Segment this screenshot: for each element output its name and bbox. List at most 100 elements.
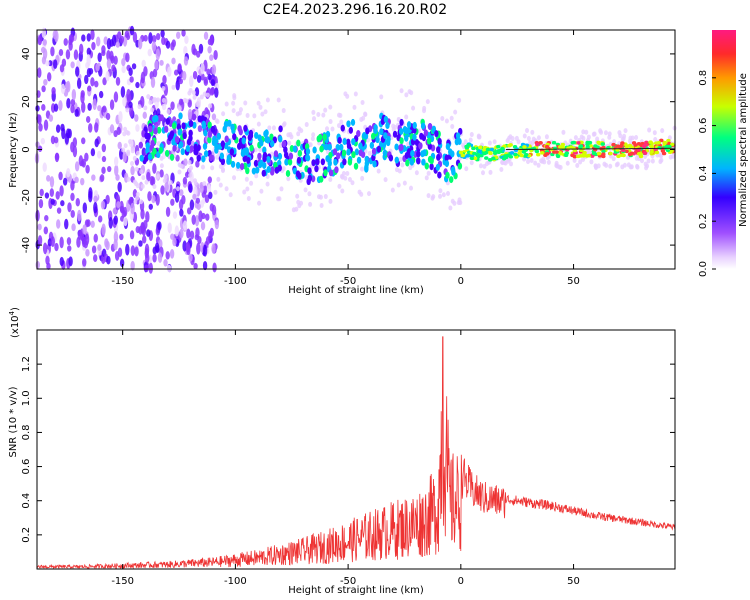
spectrogram-cell <box>171 57 176 65</box>
spectrogram-cell <box>173 69 179 76</box>
spectrogram-cell <box>402 180 407 186</box>
spectrogram-cell <box>601 149 606 154</box>
spectrogram-cell <box>123 216 128 227</box>
spectrogram-cell <box>47 72 52 82</box>
spectrogram-cell <box>294 206 299 212</box>
spectrogram-cell <box>182 220 188 231</box>
spectrogram-cell <box>65 128 71 139</box>
spectrogram-cell <box>560 145 565 150</box>
spectrogram-cell <box>188 183 193 193</box>
spectrogram-cell <box>150 76 156 89</box>
spectrogram-cell <box>191 214 196 225</box>
spectrogram-cell <box>257 134 262 142</box>
spectrogram-cell <box>113 156 119 167</box>
spectrogram-cell <box>361 115 366 121</box>
spectrogram-cell <box>516 139 521 145</box>
spectrogram-cell <box>587 153 592 158</box>
spectrogram-cell <box>103 36 108 45</box>
spectrogram-cell <box>420 122 426 130</box>
spectrogram-cell <box>243 124 248 132</box>
spectrogram-cell <box>244 148 249 156</box>
spectrogram-cell <box>585 140 590 145</box>
spectrogram-cell <box>472 156 478 161</box>
spectrogram-cell <box>73 49 79 61</box>
spectrogram-cell <box>50 198 55 205</box>
snr-plot-area <box>37 330 675 569</box>
x-tick-label: -150 <box>111 276 134 287</box>
x-tick-label: -50 <box>340 276 356 287</box>
spectrogram-cell <box>219 152 225 160</box>
spectrogram-cell <box>198 43 204 54</box>
spectrogram-cell <box>636 141 642 146</box>
spectrogram-cell <box>416 157 421 165</box>
spectrogram-cell <box>41 104 46 111</box>
spectrogram-cell <box>134 114 139 122</box>
spectrogram-cell <box>595 145 600 150</box>
spectrogram-cell <box>41 56 47 65</box>
spectrogram-cell <box>464 144 469 149</box>
spectrogram-cell <box>38 198 44 209</box>
spectrogram-cell <box>208 191 213 200</box>
spectrogram-cell <box>621 153 626 158</box>
spectrogram-cell <box>196 74 202 83</box>
spectrogram-cell <box>535 142 540 147</box>
spectrogram-cell <box>254 131 259 139</box>
spectrogram-cell <box>132 155 137 161</box>
spectrogram-cell <box>448 148 453 156</box>
spectrogram-cell <box>96 150 102 159</box>
spectrogram-cell <box>60 200 65 207</box>
spectrogram-cell <box>59 185 64 197</box>
spectrogram-cell <box>88 187 93 199</box>
spectrogram-cell <box>288 132 293 138</box>
y-tick-label: 0 <box>21 146 32 152</box>
spectrogram-cell <box>95 36 101 47</box>
spectrogram-cell <box>191 113 197 121</box>
spectrogram-cell <box>340 124 345 132</box>
spectrogram-cell <box>181 29 186 37</box>
spectrogram-cell <box>135 124 140 132</box>
spectrogram-cell <box>351 138 356 146</box>
spectrogram-cell <box>93 254 98 263</box>
spectrogram-cell <box>256 121 261 127</box>
spectrogram-cell <box>206 184 212 194</box>
spectrogram-cell <box>292 145 298 153</box>
spectrogram-cell <box>121 57 126 67</box>
spectrogram-cell <box>491 156 496 161</box>
spectrogram-cell <box>508 134 513 140</box>
spectrogram-cell <box>196 154 201 162</box>
spectrogram-cell <box>379 94 384 100</box>
spectrogram-cell <box>207 38 213 46</box>
spectrogram-cell <box>71 89 77 101</box>
spectrogram-cell <box>626 162 631 168</box>
spectrogram-cell <box>247 134 253 142</box>
spectrogram-cell <box>533 160 538 166</box>
spectrogram-cell <box>50 46 55 57</box>
spectrogram-cell <box>422 149 427 157</box>
spectrogram-cell <box>114 164 119 177</box>
spectrogram-cell <box>404 114 409 120</box>
spectrogram-cell <box>195 160 200 168</box>
spectrogram-cell <box>457 162 463 170</box>
spectrogram-cell <box>649 150 654 155</box>
spectrogram-cell <box>354 148 360 156</box>
spectrogram-cell <box>279 186 284 192</box>
spectrogram-cell <box>623 128 628 134</box>
spectrogram-cell <box>257 200 262 206</box>
spectrogram-cell <box>584 129 589 135</box>
spectrogram-cell <box>468 137 473 143</box>
spectrogram-cell <box>611 156 616 162</box>
spectrogram-cell <box>130 146 135 152</box>
spectrogram-cell <box>53 136 59 144</box>
spectrogram-cell <box>555 163 560 169</box>
spectrogram-cell <box>106 50 111 61</box>
spectrogram-cell <box>277 164 282 172</box>
spectrogram-cell <box>297 149 303 157</box>
spectrogram-cell <box>61 58 67 67</box>
spectrogram-cell <box>570 153 575 158</box>
y-tick-label: 0.2 <box>21 527 32 543</box>
spectrogram-cell <box>536 152 541 157</box>
spectrogram-cell <box>132 31 138 43</box>
spectrogram-cell <box>88 123 93 133</box>
spectrogram-cell <box>308 142 313 148</box>
colorbar-label: Normalized spectral amplitude <box>738 73 749 227</box>
